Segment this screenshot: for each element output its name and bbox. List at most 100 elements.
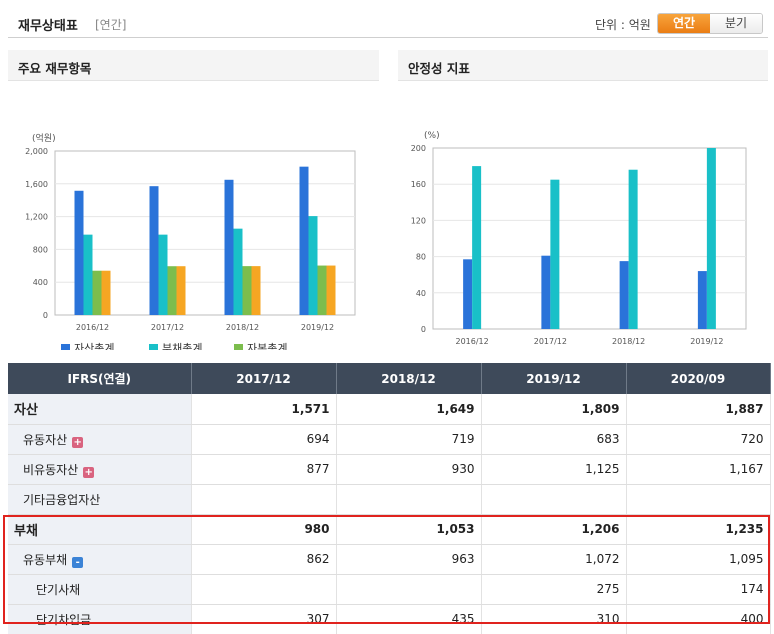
row-label-cell: 부채	[8, 514, 192, 545]
value-cell: 694	[191, 424, 337, 455]
stability-panel: 안정성 지표 (%) 0 40 80 120 160 200 2016/12 2017/12 20…	[398, 50, 768, 369]
bar	[541, 255, 551, 329]
value-cell: 275	[481, 574, 627, 605]
table-row: 자산 1,571 1,649 1,809 1,887	[8, 394, 771, 425]
bar	[326, 265, 336, 315]
value-cell: 877	[191, 454, 337, 485]
table-row: 비유동자산 +877 930 1,125 1,167	[8, 454, 771, 485]
panel-title: 주요 재무항목	[8, 50, 379, 81]
row-label-cell: 유동자산 +	[8, 424, 192, 455]
row-label-cell: 비유동자산 +	[8, 454, 192, 485]
panel-title: 안정성 지표	[398, 50, 768, 81]
table-row: 단기차입금 307 435 310 400	[8, 604, 771, 634]
row-label: 단기사채	[36, 582, 81, 597]
column-header-label: IFRS(연결)	[8, 363, 192, 394]
row-label-cell: 단기차입금	[8, 604, 192, 634]
bar	[149, 186, 159, 315]
legend-label: 자본총계	[247, 342, 287, 350]
x-tick-label: 2019/12	[690, 337, 723, 346]
annual-tab[interactable]: 연간	[658, 14, 710, 33]
bar	[251, 266, 261, 315]
section-title: 재무상태표	[18, 19, 78, 34]
plot-area	[432, 147, 747, 330]
legend-swatch	[149, 344, 158, 353]
legend-swatch	[61, 344, 70, 353]
value-cell	[626, 484, 771, 515]
y-axis-unit: (%)	[424, 131, 440, 141]
x-tick-label: 2016/12	[456, 337, 489, 346]
quarter-tab[interactable]: 분기	[710, 14, 762, 33]
x-tick-label: 2017/12	[151, 323, 184, 332]
table-row: 단기사채 275 174	[8, 574, 771, 605]
legend-swatch	[234, 344, 243, 353]
bar	[472, 166, 482, 329]
column-header-period: 2020/09	[626, 363, 771, 394]
y-axis-unit: (억원)	[32, 132, 56, 144]
y-tick-label: 1,600	[25, 180, 48, 189]
row-label-cell: 단기사채	[8, 574, 192, 605]
row-label: 유동부채	[23, 552, 68, 567]
collapse-icon[interactable]: -	[72, 556, 84, 568]
bar	[74, 190, 84, 315]
y-tick-label: 1,200	[25, 213, 48, 222]
y-tick-label: 400	[33, 278, 48, 287]
expand-icon[interactable]: +	[72, 436, 84, 448]
row-label-cell: 기타금융업자산	[8, 484, 192, 515]
value-cell	[336, 574, 482, 605]
value-cell: 400	[626, 604, 771, 634]
row-label-cell: 자산	[8, 394, 192, 425]
value-cell: 310	[481, 604, 627, 634]
bar	[101, 270, 111, 315]
value-cell: 1,235	[626, 514, 771, 545]
bar	[628, 169, 638, 329]
y-tick-label: 2,000	[25, 147, 48, 156]
column-header-period: 2019/12	[481, 363, 627, 394]
value-cell	[191, 484, 337, 515]
bar	[697, 271, 707, 329]
value-cell: 963	[336, 544, 482, 575]
period-toggle: 연간 분기	[657, 13, 763, 34]
value-cell: 174	[626, 574, 771, 605]
bar	[299, 166, 309, 315]
y-tick-label: 0	[421, 325, 426, 334]
bar	[619, 261, 629, 329]
bar	[83, 234, 93, 315]
table-row: 부채 980 1,053 1,206 1,235	[8, 514, 771, 545]
value-cell: 1,206	[481, 514, 627, 545]
value-cell	[191, 574, 337, 605]
expand-icon[interactable]: +	[83, 466, 95, 478]
balance-sheet-table: IFRS(연결) 2017/12 2018/12 2019/12 2020/09 자산 1…	[8, 363, 771, 634]
bar	[233, 228, 243, 315]
value-cell	[481, 484, 627, 515]
legend-label: 자산총계	[74, 342, 114, 350]
bar	[242, 266, 252, 315]
x-tick-label: 2016/12	[76, 323, 109, 332]
value-cell: 1,072	[481, 544, 627, 575]
y-tick-label: 80	[416, 253, 426, 262]
value-cell: 1,887	[626, 394, 771, 425]
value-cell: 1,053	[336, 514, 482, 545]
bar	[317, 265, 327, 315]
bar	[550, 179, 560, 329]
table-row: 유동자산 +694 719 683 720	[8, 424, 771, 455]
value-cell: 1,095	[626, 544, 771, 575]
value-cell: 1,809	[481, 394, 627, 425]
value-cell: 1,571	[191, 394, 337, 425]
row-label: 자산	[14, 403, 38, 419]
row-label: 단기차입금	[36, 612, 92, 627]
value-cell: 980	[191, 514, 337, 545]
value-cell: 435	[336, 604, 482, 634]
main-financials-chart: (억원) 0 400 800 1,200 1,600 2,000 2016/12 2017/12…	[25, 132, 356, 369]
x-tick-label: 2017/12	[534, 337, 567, 346]
x-tick-label: 2018/12	[226, 323, 259, 332]
y-tick-label: 0	[43, 311, 48, 320]
y-tick-label: 200	[411, 144, 426, 153]
legend-label: 부채총계	[162, 342, 202, 350]
bar	[158, 234, 168, 315]
x-tick-label: 2019/12	[301, 323, 334, 332]
bar	[224, 179, 234, 315]
y-tick-label: 40	[416, 289, 426, 298]
value-cell: 1,649	[336, 394, 482, 425]
row-label: 부채	[14, 523, 38, 539]
bar	[463, 259, 473, 329]
